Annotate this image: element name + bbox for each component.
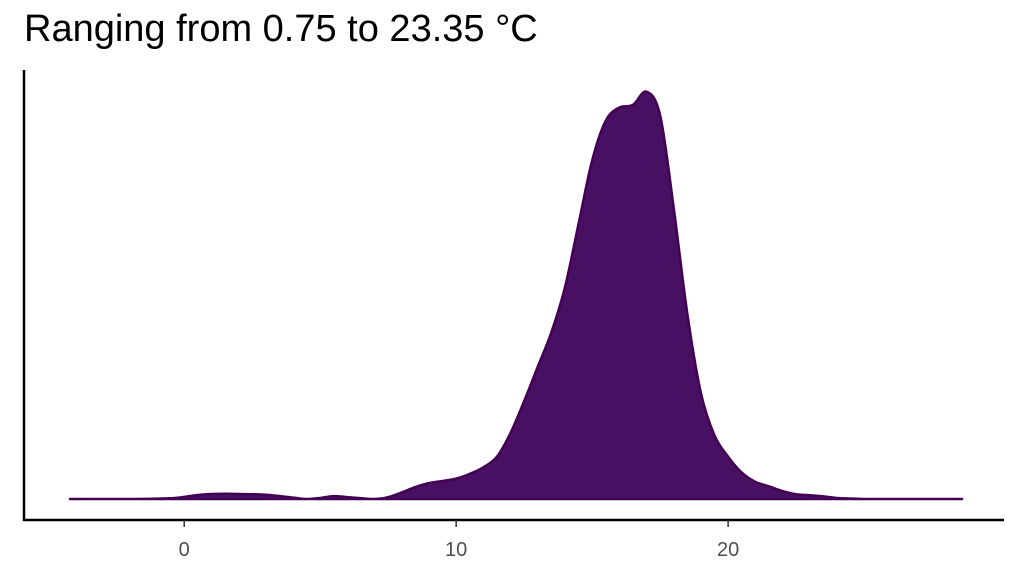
chart-title: Ranging from 0.75 to 23.35 °C [24, 8, 538, 50]
x-tick-label-1: 10 [445, 539, 467, 561]
density-area [68, 90, 964, 501]
x-tick-label-2: 20 [717, 539, 739, 561]
x-tick-label-0: 0 [179, 539, 190, 561]
x-ticks: 0 10 20 [179, 520, 739, 561]
